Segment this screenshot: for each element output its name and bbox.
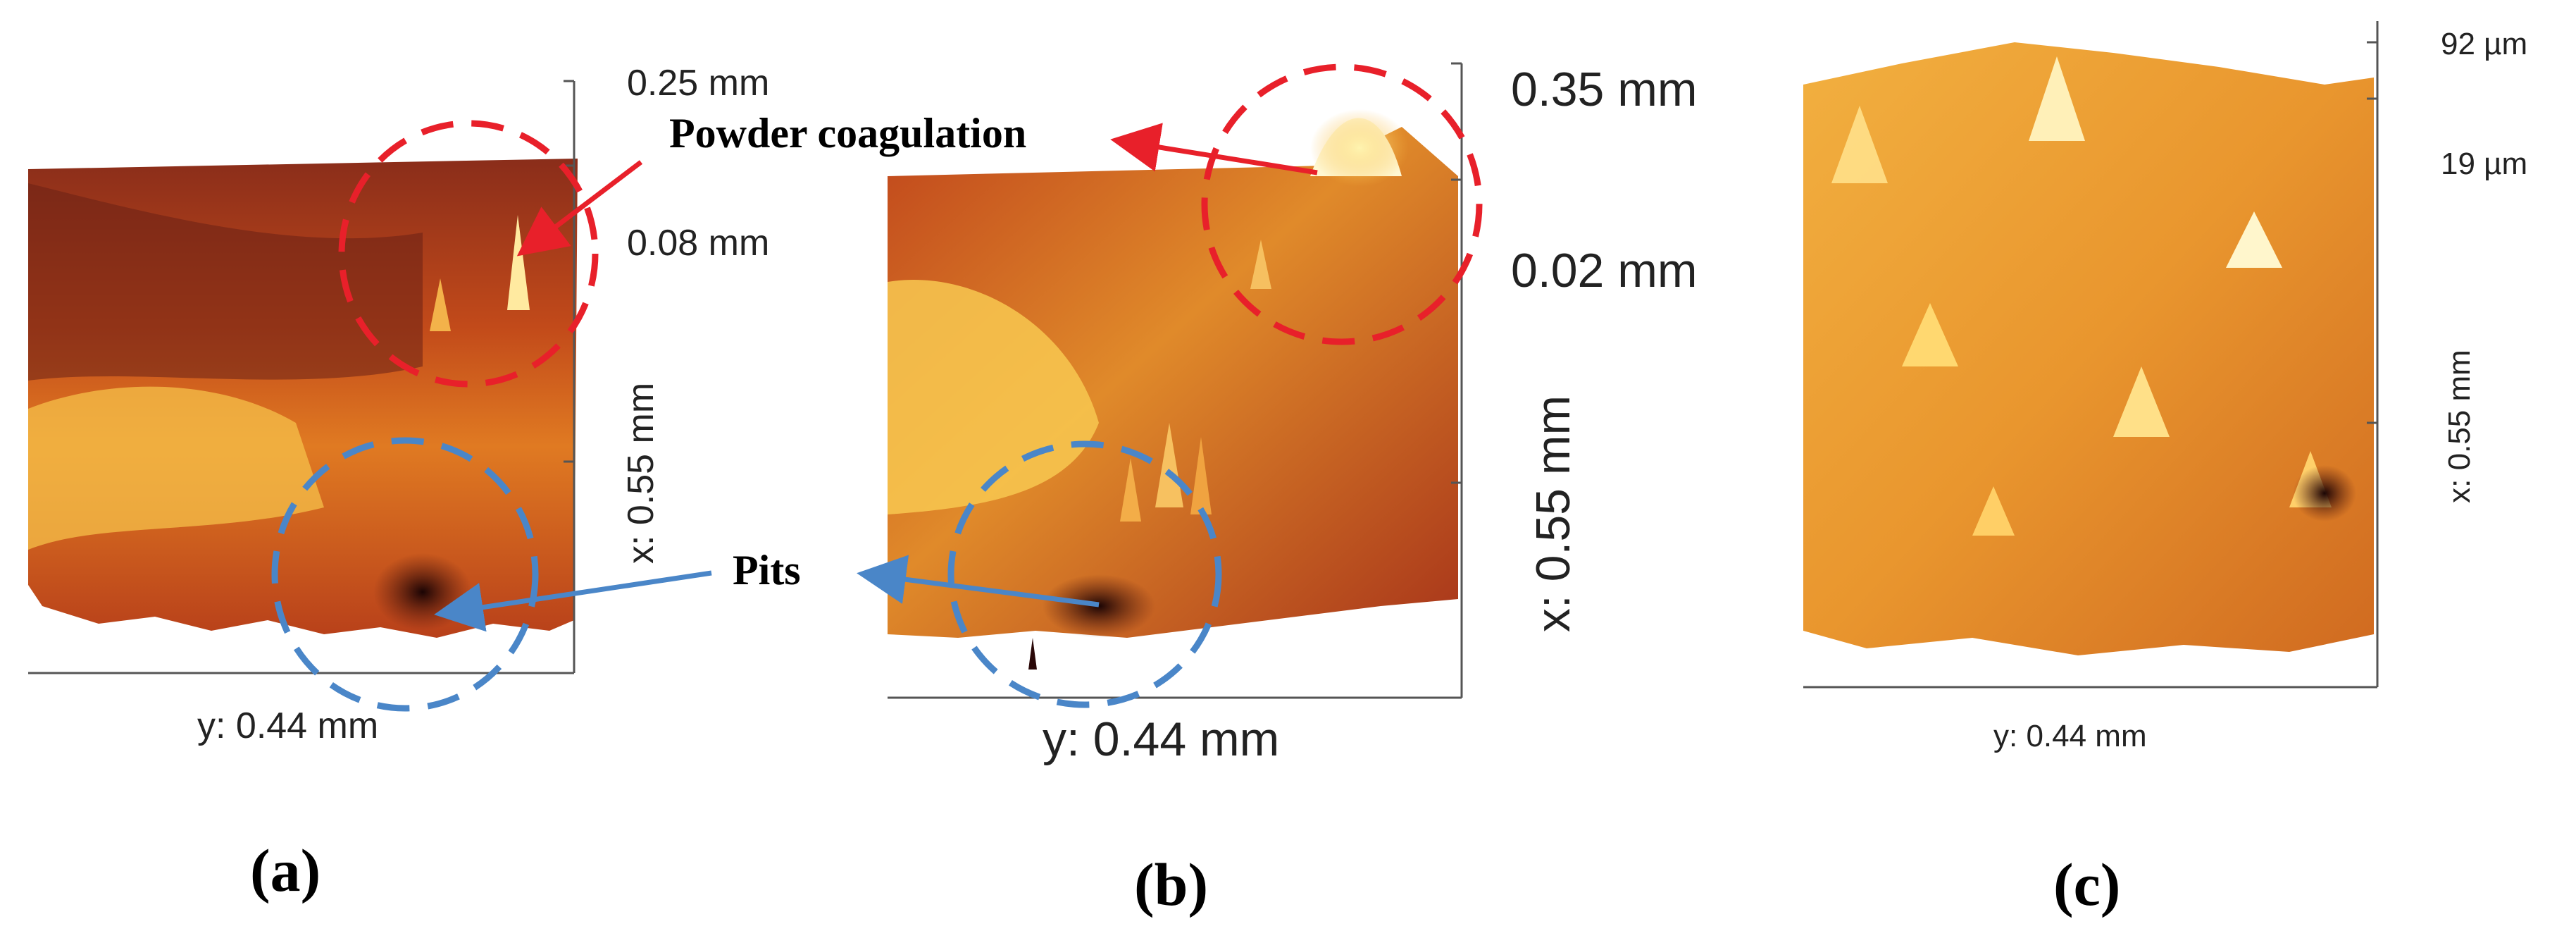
panel-b-surface	[888, 62, 1463, 699]
panel-a-powder-circle	[338, 120, 599, 388]
panel-a-surface	[28, 80, 578, 674]
panel-b-zmax-label: 0.35 mm	[1511, 63, 1698, 116]
powder-arrow-from-b	[1110, 123, 1318, 175]
powder-coagulation-label: Powder coagulation	[669, 110, 1027, 156]
panel-b-powder-circle	[1201, 63, 1483, 345]
panel-a-letter: (a)	[250, 837, 321, 904]
panel-c-zmid-label: 19 µm	[2441, 147, 2528, 181]
panel-a-zmid-label: 0.08 mm	[627, 223, 770, 264]
powder-arrow-to-a	[516, 160, 643, 257]
pits-label: Pits	[733, 547, 801, 593]
panel-c-surface	[1803, 21, 2379, 689]
panel-c-zmax-label: 92 µm	[2441, 27, 2528, 61]
panel-c-y-axis-label: y: 0.44 mm	[1993, 719, 2147, 753]
pits-arrow-to-a	[434, 570, 712, 632]
panel-a-x-axis-label: x: 0.55 mm	[621, 382, 661, 564]
panel-c-x-axis-label: x: 0.55 mm	[2442, 350, 2477, 503]
panel-c-letter: (c)	[2053, 851, 2121, 918]
panel-b-zmid-label: 0.02 mm	[1511, 244, 1698, 297]
panel-a-zmax-label: 0.25 mm	[627, 63, 770, 104]
panel-a-pit-circle	[271, 437, 539, 712]
panel-b-letter: (b)	[1134, 851, 1209, 918]
panel-a-y-axis-label: y: 0.44 mm	[197, 705, 379, 746]
panel-b-y-axis-label: y: 0.44 mm	[1043, 712, 1280, 766]
pits-arrow-to-b	[857, 555, 1100, 607]
panel-b-x-axis-label: x: 0.55 mm	[1526, 395, 1580, 633]
panel-b-pit-circle	[947, 440, 1222, 708]
